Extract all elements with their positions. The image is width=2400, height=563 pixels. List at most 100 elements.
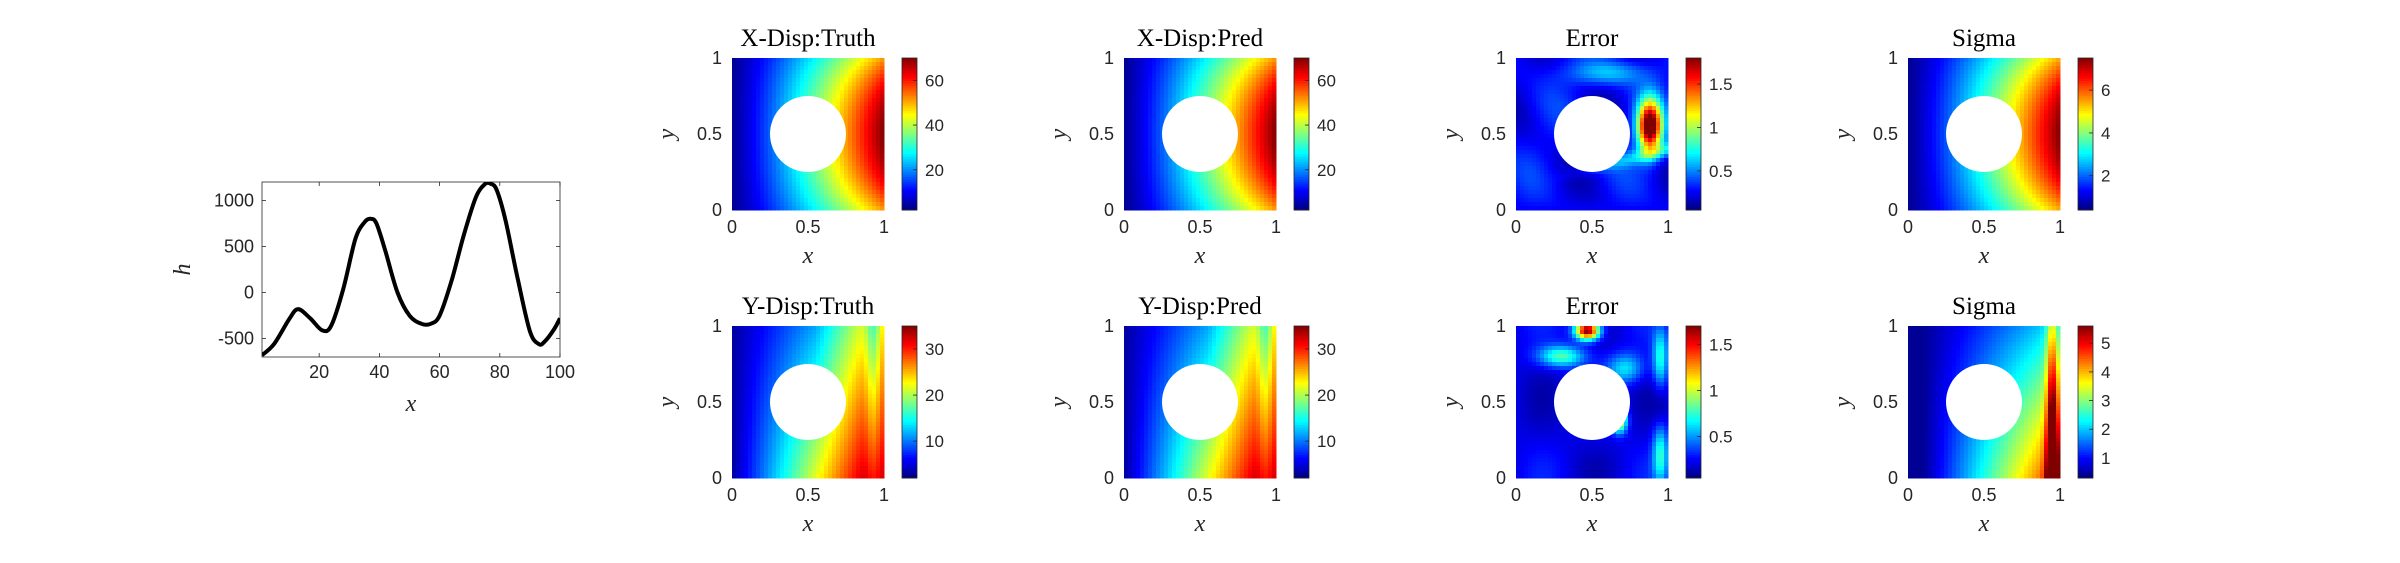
colorbar-segment [1686,159,1701,163]
heatmap-cell [1988,86,1993,91]
heatmap-cell [1268,118,1273,123]
heatmap-cell [1644,202,1649,207]
heatmap-cell [1656,130,1661,135]
heatmap-cell [1228,166,1233,171]
heatmap-cell [1256,98,1261,103]
heatmap-cell [1612,198,1617,203]
heatmap-cell [1256,62,1261,67]
heatmap-cell [852,194,857,199]
heatmap-cell [1132,126,1137,131]
heatmap-cell [1236,66,1241,71]
heatmap-cell [760,126,765,131]
heatmap-cell [1160,90,1165,95]
heatmap-cell [1140,78,1145,83]
heatmap-cell [856,102,861,107]
heatmap-cell [752,162,757,167]
colorbar-segment [1294,88,1309,92]
heatmap-cell [1552,118,1557,123]
heatmap-cell [2016,62,2021,67]
heatmap-cell [1132,158,1137,163]
heatmap-cell [1196,62,1201,67]
heatmap-cell [1640,182,1645,187]
heatmap-cell [1172,102,1177,107]
heatmap-cell [1160,166,1165,171]
heatmap-cell [2008,70,2013,75]
heatmap-cell [1148,110,1153,115]
heatmap-cell [836,106,841,111]
heatmap-cell [1516,206,1521,211]
heatmap-cell [752,142,757,147]
heatmap-cell [1136,190,1141,195]
heatmap-cell [2024,70,2029,75]
heatmap-cell [1148,154,1153,159]
heatmap-cell [1928,74,1933,79]
heatmap-cell [2036,86,2041,91]
heatmap-cell [1240,170,1245,175]
heatmap-cell [872,182,877,187]
colorbar-segment [1686,83,1701,87]
heatmap-cell [1152,174,1157,179]
heatmap-cell [1652,106,1657,111]
heatmap-cell [1152,102,1157,107]
heatmap-cell [1208,86,1213,91]
heatmap-cell [1216,190,1221,195]
heatmap-cell [1604,206,1609,211]
heatmap-cell [868,170,873,175]
heatmap-cell [1244,70,1249,75]
heatmap-cell [1572,178,1577,183]
heatmap-cell [800,90,805,95]
heatmap-cell [852,202,857,207]
heatmap-cell [844,114,849,119]
heatmap-cell [868,150,873,155]
heatmap-cell [1524,178,1529,183]
heatmap-cell [1640,114,1645,119]
heatmap-cell [1264,186,1269,191]
heatmap-cell [836,62,841,67]
heatmap-cell [804,206,809,211]
heatmap-cell [1256,178,1261,183]
heatmap-cell [1664,130,1669,135]
heatmap-cell [1552,202,1557,207]
heatmap-cell [1528,190,1533,195]
heatmap-cell [764,114,769,119]
heatmap-cell [1940,86,1945,91]
heatmap-cell [1604,66,1609,71]
heatmap-cell [856,78,861,83]
heatmap-cell [1244,186,1249,191]
heatmap-cell [1184,198,1189,203]
heatmap-cell [776,62,781,67]
heatmap-cell [736,202,741,207]
heatmap-cell [748,158,753,163]
heatmap-cell [1252,74,1257,79]
heatmap-cell [1156,110,1161,115]
heatmap-cell [756,130,761,135]
heatmap-cell [1256,202,1261,207]
heatmap-cell [1268,190,1273,195]
heatmap-cell [1648,198,1653,203]
heatmap-cell [760,58,765,63]
heatmap-cell [780,194,785,199]
heatmap-cell [1544,134,1549,139]
heatmap-cell [1240,98,1245,103]
colorbar-segment [902,189,917,193]
heatmap-cell [1208,206,1213,211]
colorbar-tick-label: 60 [925,71,944,90]
heatmap-cell [788,86,793,91]
heatmap-cell [1548,170,1553,175]
heatmap-cell [1576,190,1581,195]
heatmap-cell [1184,94,1189,99]
heatmap-cell [1600,174,1605,179]
heatmap-cell [1184,202,1189,207]
heatmap-cell [864,66,869,71]
heatmap-cell [1536,150,1541,155]
heatmap-cell [1600,62,1605,67]
heatmap-cell [1948,58,1953,63]
heatmap-cell [808,170,813,175]
heatmap-cell [852,178,857,183]
heatmap-cell [876,126,881,131]
heatmap-cell [1620,90,1625,95]
heatmap-cell [1516,190,1521,195]
colorbar-segment [1686,111,1701,115]
colorbar-segment [1294,85,1309,89]
heatmap-cell [1260,66,1265,71]
